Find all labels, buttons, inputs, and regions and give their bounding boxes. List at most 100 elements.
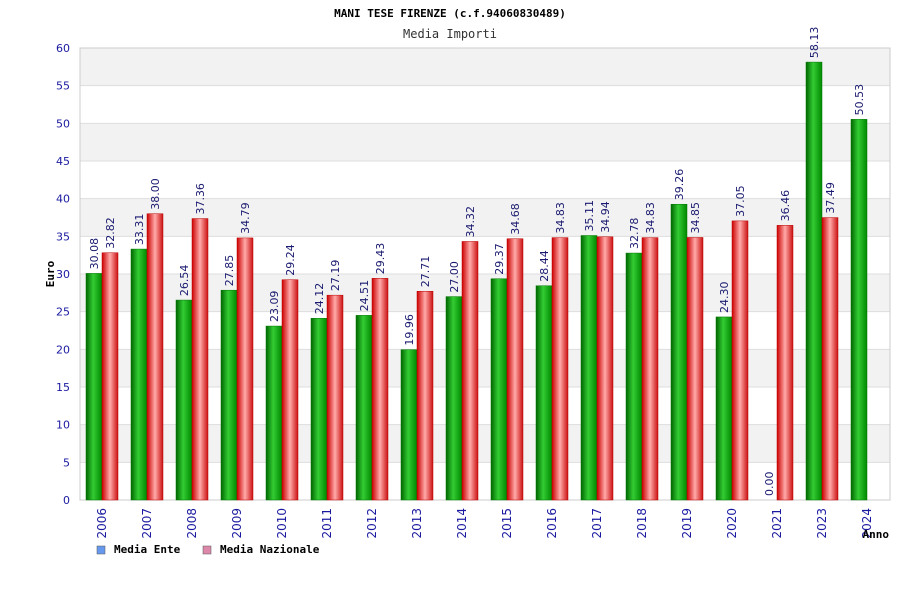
bar-media-ente (310, 318, 328, 501)
data-label: 26.54 (178, 265, 191, 297)
x-tick-label: 2015 (500, 508, 514, 539)
y-axis-label: Euro (44, 260, 57, 287)
data-label: 30.08 (88, 238, 101, 270)
grid-band (80, 48, 890, 86)
grid-band (80, 198, 890, 237)
y-tick-label: 55 (56, 80, 70, 93)
y-tick-label: 60 (56, 42, 70, 55)
y-tick-label: 35 (56, 230, 70, 243)
bar-media-ente (265, 325, 283, 501)
bar-media-ente (490, 278, 508, 501)
data-label: 33.31 (133, 214, 146, 246)
data-label: 58.13 (808, 27, 821, 59)
bar-media-nazionale (281, 279, 299, 501)
data-label: 37.05 (734, 185, 747, 217)
y-tick-label: 0 (63, 494, 70, 507)
bar-media-nazionale (101, 252, 119, 501)
grid-band (80, 161, 890, 199)
bar-media-nazionale (146, 213, 164, 501)
data-label: 32.78 (628, 218, 641, 250)
data-label: 34.79 (239, 202, 252, 234)
x-tick-label: 2012 (365, 508, 379, 539)
x-tick-label: 2010 (275, 508, 289, 539)
bar-media-nazionale (371, 278, 389, 501)
bar-media-ente (130, 248, 148, 501)
x-axis-ticks: 2006 2007 2008 2009 2010 2011 2012 2013 2014 2015… (95, 508, 874, 539)
bar-media-ente (400, 349, 418, 501)
bar-media-nazionale (596, 236, 614, 501)
y-tick-label: 45 (56, 155, 70, 168)
y-tick-label: 15 (56, 381, 70, 394)
bar-media-nazionale (416, 291, 434, 501)
x-tick-label: 2023 (815, 508, 829, 539)
x-tick-label: 2020 (725, 508, 739, 539)
data-label: 27.19 (329, 260, 342, 292)
bar-media-nazionale (506, 238, 524, 501)
bar-media-ente (355, 315, 373, 501)
x-tick-label: 2014 (455, 508, 469, 539)
grid-band (80, 123, 890, 161)
y-tick-label: 40 (56, 193, 70, 206)
grid-band (80, 311, 890, 350)
x-tick-label: 2018 (635, 508, 649, 539)
x-tick-label: 2021 (770, 508, 784, 539)
data-label: 27.85 (223, 255, 236, 287)
data-label: 34.85 (689, 202, 702, 234)
x-tick-label: 2017 (590, 508, 604, 539)
y-tick-label: 25 (56, 306, 70, 319)
data-label: 35.11 (583, 200, 596, 232)
data-label: 38.00 (149, 178, 162, 210)
data-label: 34.83 (644, 202, 657, 234)
bar-media-nazionale (236, 237, 254, 501)
x-tick-label: 2006 (95, 508, 109, 539)
bar-media-ente (715, 316, 733, 501)
bar-media-nazionale (686, 237, 704, 501)
data-label: 37.36 (194, 183, 207, 215)
x-tick-label: 2019 (680, 508, 694, 539)
x-axis-label: Anno (863, 528, 890, 541)
bar-media-nazionale (731, 220, 749, 501)
grid-band (80, 462, 890, 500)
x-tick-label: 2016 (545, 508, 559, 539)
data-label: 29.43 (374, 243, 387, 275)
data-label: 32.82 (104, 217, 117, 249)
grid-band (80, 236, 890, 274)
data-label: 29.24 (284, 244, 297, 276)
bar-media-nazionale (551, 237, 569, 501)
bar-media-ente (670, 203, 688, 501)
legend-swatch (96, 545, 106, 555)
grid-bands (79, 47, 891, 501)
data-label: 36.46 (779, 190, 792, 222)
data-label: 34.94 (599, 201, 612, 233)
grid-band (80, 349, 890, 387)
legend: Media Ente Media Nazionale (96, 543, 320, 556)
data-label: 23.09 (268, 291, 281, 323)
bar-media-ente (445, 296, 463, 501)
x-tick-label: 2009 (230, 508, 244, 539)
data-label: 24.51 (358, 280, 371, 312)
y-tick-label: 50 (56, 117, 70, 130)
bar-media-nazionale (641, 237, 659, 501)
x-tick-label: 2024 (860, 508, 874, 539)
y-tick-label: 20 (56, 343, 70, 356)
grid-band (80, 387, 890, 425)
data-label: 39.26 (673, 169, 686, 201)
data-label: 29.37 (493, 243, 506, 275)
bar-media-ente (625, 252, 643, 501)
legend-label: Media Nazionale (220, 543, 320, 556)
bar-media-ente (220, 289, 238, 501)
plot-frame (79, 47, 891, 501)
y-tick-label: 30 (56, 268, 70, 281)
data-label: 37.49 (824, 182, 837, 214)
x-tick-label: 2008 (185, 508, 199, 539)
x-tick-label: 2011 (320, 508, 334, 539)
legend-swatch (202, 545, 212, 555)
bar-media-ente (805, 61, 823, 501)
data-label: 50.53 (853, 84, 866, 116)
bar-media-ente (580, 235, 598, 501)
bar-media-ente (850, 119, 868, 501)
bar-media-nazionale (776, 225, 794, 501)
data-label: 34.68 (509, 203, 522, 235)
bar-media-nazionale (326, 294, 344, 501)
